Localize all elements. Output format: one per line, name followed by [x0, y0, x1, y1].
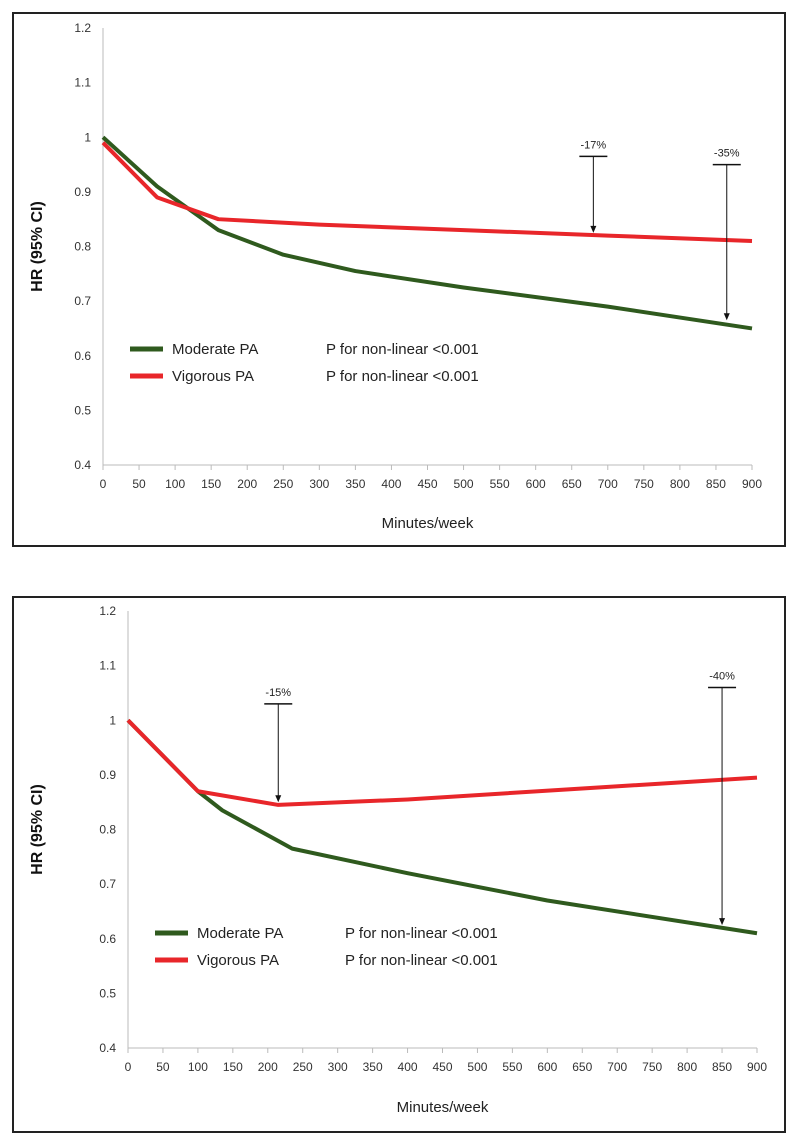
legend-note: P for non-linear <0.001	[326, 368, 479, 385]
y-tick-label: 0.6	[99, 932, 116, 946]
x-tick-label: 200	[258, 1060, 278, 1074]
series-line-moderate-pa	[101, 135, 753, 331]
x-tick-label: 750	[634, 477, 654, 491]
annotation-arrowhead-icon	[275, 795, 282, 803]
y-tick-label: 0.7	[99, 877, 116, 891]
series-line-vigorous-pa	[126, 718, 758, 807]
y-tick-label: 0.8	[99, 823, 116, 837]
legend-label: Moderate PA	[197, 925, 283, 942]
x-tick-label: 650	[562, 477, 582, 491]
x-tick-label: 0	[125, 1060, 132, 1074]
x-tick-label: 700	[598, 477, 618, 491]
y-tick-label: 1	[109, 713, 116, 727]
annotation-arrowhead-icon	[590, 225, 597, 233]
x-tick-label: 400	[398, 1060, 418, 1074]
x-tick-label: 300	[309, 477, 329, 491]
x-tick-label: 50	[132, 477, 146, 491]
y-tick-label: 0.4	[99, 1041, 116, 1055]
x-tick-label: 650	[572, 1060, 592, 1074]
legend-label: Vigorous PA	[172, 368, 254, 385]
x-tick-label: 500	[467, 1060, 487, 1074]
legend-note: P for non-linear <0.001	[345, 925, 498, 942]
x-tick-label: 550	[490, 477, 510, 491]
annotation-arrowhead-icon	[719, 918, 726, 926]
x-tick-label: 0	[100, 477, 107, 491]
y-axis-title: HR (95% CI)	[29, 784, 46, 875]
y-tick-label: 1.2	[74, 21, 91, 35]
y-tick-label: 1.1	[99, 659, 116, 673]
y-tick-label: 0.4	[74, 458, 91, 472]
x-tick-label: 400	[381, 477, 401, 491]
x-tick-label: 900	[747, 1060, 767, 1074]
x-tick-label: 300	[328, 1060, 348, 1074]
y-tick-label: 1	[84, 130, 91, 144]
x-tick-label: 150	[223, 1060, 243, 1074]
x-tick-label: 250	[293, 1060, 313, 1074]
panel-frame	[12, 12, 786, 547]
y-tick-label: 0.6	[74, 349, 91, 363]
x-tick-label: 700	[607, 1060, 627, 1074]
x-tick-label: 550	[502, 1060, 522, 1074]
x-tick-label: 800	[670, 477, 690, 491]
chart-panel-2: 0.4 0.5 0.6 0.7 0.8 0.9 1 1.1 1.2 0 50 100 150 200 250…	[12, 596, 786, 1133]
legend-note: P for non-linear <0.001	[345, 952, 498, 969]
x-tick-label: 900	[742, 477, 762, 491]
x-tick-label: 450	[432, 1060, 452, 1074]
y-tick-label: 0.8	[74, 240, 91, 254]
x-axis-title: Minutes/week	[397, 1099, 489, 1116]
y-tick-label: 0.5	[99, 986, 116, 1000]
x-tick-label: 600	[537, 1060, 557, 1074]
x-tick-label: 50	[156, 1060, 170, 1074]
annotation-label: -35%	[714, 148, 740, 160]
y-tick-label: 1.1	[74, 76, 91, 90]
x-tick-label: 100	[165, 477, 185, 491]
legend-label: Vigorous PA	[197, 952, 279, 969]
series-line-vigorous-pa	[101, 141, 753, 244]
annotation-label: -40%	[709, 670, 735, 682]
panel-frame	[12, 596, 786, 1133]
y-tick-label: 0.7	[74, 294, 91, 308]
chart-panel-1: 0.4 0.5 0.6 0.7 0.8 0.9 1 1.1 1.2 0 50 100 150 200 250…	[12, 12, 786, 547]
annotation-label: -17%	[581, 139, 607, 151]
y-tick-label: 0.9	[99, 768, 116, 782]
x-axis-title: Minutes/week	[382, 515, 474, 532]
legend-note: P for non-linear <0.001	[326, 341, 479, 358]
x-tick-label: 800	[677, 1060, 697, 1074]
x-tick-label: 850	[706, 477, 726, 491]
y-tick-label: 1.2	[99, 604, 116, 618]
x-tick-label: 150	[201, 477, 221, 491]
x-tick-label: 350	[363, 1060, 383, 1074]
x-tick-label: 600	[526, 477, 546, 491]
annotation-label: -15%	[265, 687, 291, 699]
x-tick-label: 500	[454, 477, 474, 491]
x-tick-label: 850	[712, 1060, 732, 1074]
x-tick-label: 350	[345, 477, 365, 491]
legend-label: Moderate PA	[172, 341, 258, 358]
x-tick-label: 450	[417, 477, 437, 491]
x-tick-label: 200	[237, 477, 257, 491]
y-axis-title: HR (95% CI)	[29, 201, 46, 292]
y-tick-label: 0.5	[74, 403, 91, 417]
x-tick-label: 250	[273, 477, 293, 491]
y-tick-label: 0.9	[74, 185, 91, 199]
x-tick-label: 750	[642, 1060, 662, 1074]
annotation-arrowhead-icon	[723, 313, 730, 321]
series-line-moderate-pa	[126, 718, 758, 936]
x-tick-label: 100	[188, 1060, 208, 1074]
